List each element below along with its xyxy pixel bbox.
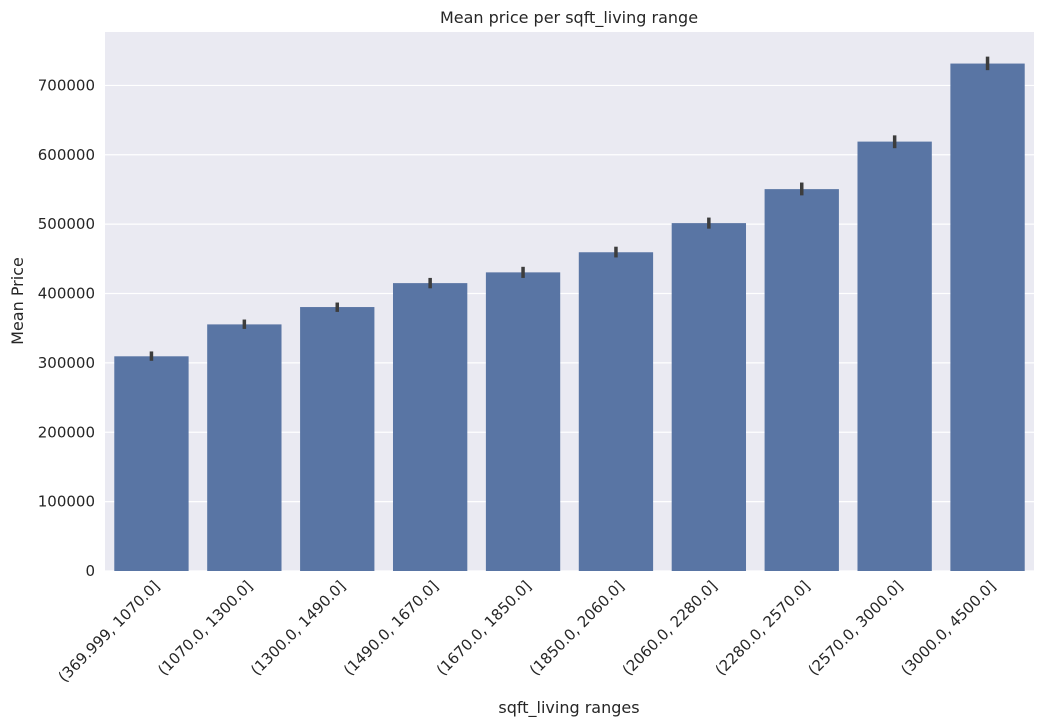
x-axis-ticks: (369.999, 1070.0](1070.0, 1300.0](1300.0… xyxy=(55,577,1000,686)
bar xyxy=(578,252,654,571)
bar xyxy=(485,272,561,571)
bar xyxy=(392,283,468,571)
x-tick-label: (1490.0, 1670.0] xyxy=(340,577,442,679)
x-tick-label: (2570.0, 3000.0] xyxy=(805,577,907,679)
x-tick-label: (1850.0, 2060.0] xyxy=(526,577,628,679)
y-tick-label: 500000 xyxy=(38,215,95,233)
bar xyxy=(671,223,747,571)
bar xyxy=(950,63,1025,572)
y-tick-label: 200000 xyxy=(38,423,95,441)
x-tick-label: (1070.0, 1300.0] xyxy=(154,577,256,679)
y-tick-label: 100000 xyxy=(38,493,95,511)
bar xyxy=(114,356,189,571)
chart-title: Mean price per sqft_living range xyxy=(440,8,698,28)
x-tick-label: (1670.0, 1850.0] xyxy=(433,577,535,679)
bar xyxy=(764,189,839,571)
y-tick-label: 300000 xyxy=(38,354,95,372)
bars xyxy=(114,63,1025,572)
bar xyxy=(857,141,932,571)
y-axis-label: Mean Price xyxy=(8,257,27,345)
y-tick-label: 400000 xyxy=(38,285,95,303)
x-tick-label: (369.999, 1070.0] xyxy=(55,577,164,686)
y-axis-ticks: 0 100000 200000 300000 400000 500000 600000 700… xyxy=(38,76,95,580)
x-tick-label: (1300.0, 1490.0] xyxy=(247,577,349,679)
x-tick-label: (2280.0, 2570.0] xyxy=(712,577,814,679)
y-tick-label: 600000 xyxy=(38,146,95,164)
bar xyxy=(207,324,282,571)
x-axis-label: sqft_living ranges xyxy=(498,698,639,718)
x-tick-label: (2060.0, 2280.0] xyxy=(619,577,721,679)
y-tick-label: 0 xyxy=(85,562,95,580)
y-tick-label: 700000 xyxy=(38,76,95,94)
error-bars xyxy=(149,56,990,361)
x-tick-label: (3000.0, 4500.0] xyxy=(897,577,999,679)
bar xyxy=(300,307,375,571)
